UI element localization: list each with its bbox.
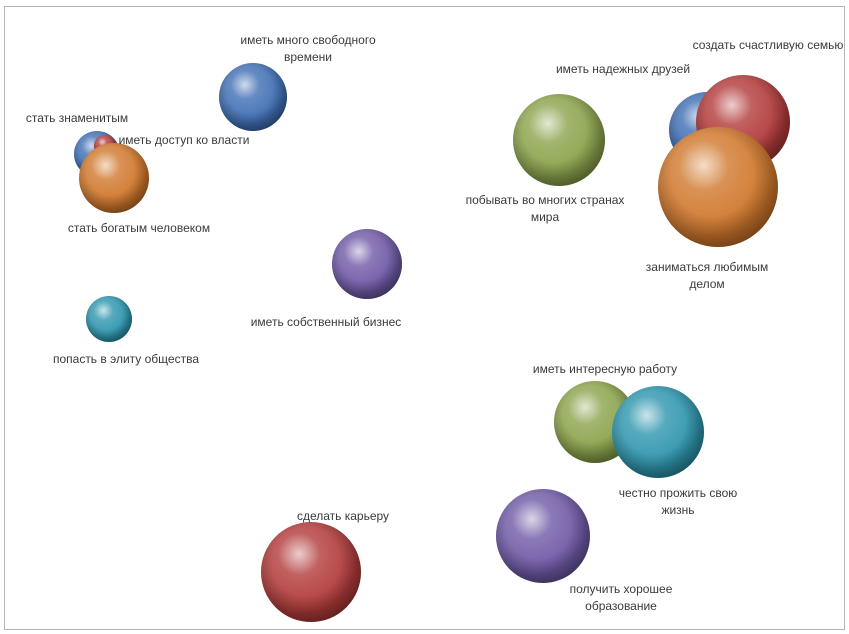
bubble-label-line: стать богатым человеком xyxy=(68,221,210,235)
bubble-label-line: иметь интересную работу xyxy=(533,362,677,376)
bubble-label: стать знаменитым xyxy=(26,111,128,125)
bubble xyxy=(332,229,402,299)
bubble-shape xyxy=(332,229,402,299)
bubble-shape xyxy=(513,94,605,186)
bubble-label-line: иметь доступ ко власти xyxy=(119,133,250,147)
bubble-label-line: делом xyxy=(689,277,724,291)
bubble-label: иметь много свободного времени xyxy=(240,33,376,64)
bubble-chart: стать знаменитым иметь доступ ко власти ст… xyxy=(26,33,844,622)
bubble-label: создать счастливую семью xyxy=(693,38,844,52)
bubble-label: заниматься любимым делом xyxy=(646,260,768,291)
bubble-label-line: иметь много свободного xyxy=(240,33,376,47)
bubble-label-line: честно прожить свою xyxy=(619,486,738,500)
bubble-label-line: образование xyxy=(585,599,657,613)
bubble xyxy=(612,386,704,478)
bubble-label: получить хорошее образование xyxy=(570,582,673,613)
bubble-shape xyxy=(79,143,149,213)
bubble-label-line: получить хорошее xyxy=(570,582,673,596)
bubble-label-line: мира xyxy=(531,210,560,224)
bubble xyxy=(261,522,361,622)
bubble xyxy=(79,143,149,213)
bubble-label-line: побывать во многих странах xyxy=(466,193,625,207)
bubble-label: стать богатым человеком xyxy=(68,221,210,235)
bubble-label: сделать карьеру xyxy=(297,509,389,523)
bubble xyxy=(86,296,132,342)
bubble-label: честно прожить свою жизнь xyxy=(619,486,738,517)
bubble-shape xyxy=(86,296,132,342)
bubble-label-line: заниматься любимым xyxy=(646,260,768,274)
bubble-shape xyxy=(612,386,704,478)
bubble-shape xyxy=(496,489,590,583)
bubble-label: иметь интересную работу xyxy=(533,362,677,376)
bubble-label-line: жизнь xyxy=(661,503,694,517)
bubble-label: иметь надежных друзей xyxy=(556,62,690,76)
bubble-label-line: попасть в элиту общества xyxy=(53,352,199,366)
bubble-label: побывать во многих странах мира xyxy=(466,193,625,224)
bubble-label-line: стать знаменитым xyxy=(26,111,128,125)
bubble xyxy=(513,94,605,186)
bubble-label-line: создать счастливую семью xyxy=(693,38,844,52)
chart-area: стать знаменитым иметь доступ ко власти ст… xyxy=(4,6,845,630)
bubble-label-line: иметь собственный бизнес xyxy=(251,315,402,329)
bubble-label-line: сделать карьеру xyxy=(297,509,389,523)
bubble-shape xyxy=(219,63,287,131)
bubble-shape xyxy=(658,127,778,247)
bubble-label: иметь собственный бизнес xyxy=(251,315,402,329)
bubble xyxy=(658,127,778,247)
bubble xyxy=(219,63,287,131)
bubble-label: попасть в элиту общества xyxy=(53,352,199,366)
bubble-label: иметь доступ ко власти xyxy=(119,133,250,147)
bubble xyxy=(496,489,590,583)
bubble-shape xyxy=(261,522,361,622)
bubble-label-line: иметь надежных друзей xyxy=(556,62,690,76)
bubble-label-line: времени xyxy=(284,50,332,64)
